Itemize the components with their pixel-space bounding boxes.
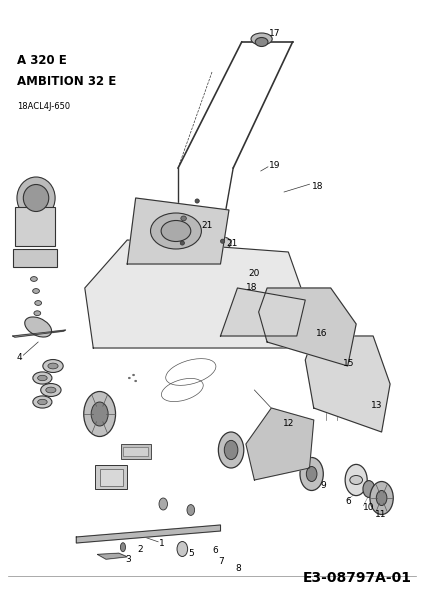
Text: 17: 17 bbox=[269, 28, 281, 37]
Bar bbox=[95, 465, 127, 489]
Ellipse shape bbox=[48, 363, 58, 369]
Text: 19: 19 bbox=[269, 160, 281, 169]
Ellipse shape bbox=[251, 33, 272, 45]
Ellipse shape bbox=[33, 396, 52, 408]
Text: 15: 15 bbox=[343, 358, 355, 367]
Ellipse shape bbox=[350, 475, 363, 485]
Ellipse shape bbox=[195, 199, 199, 203]
Ellipse shape bbox=[38, 376, 47, 380]
Ellipse shape bbox=[135, 380, 137, 382]
Ellipse shape bbox=[120, 542, 126, 552]
Ellipse shape bbox=[306, 467, 317, 481]
Text: E3-08797A-01: E3-08797A-01 bbox=[302, 571, 411, 585]
Polygon shape bbox=[13, 330, 66, 337]
Text: 21: 21 bbox=[201, 220, 213, 229]
Text: 5: 5 bbox=[189, 548, 195, 558]
Ellipse shape bbox=[17, 177, 55, 219]
Text: 18: 18 bbox=[312, 182, 323, 191]
Polygon shape bbox=[246, 408, 314, 480]
Ellipse shape bbox=[181, 216, 186, 221]
Text: 3: 3 bbox=[125, 554, 131, 564]
Ellipse shape bbox=[43, 359, 63, 373]
Polygon shape bbox=[85, 240, 305, 348]
Ellipse shape bbox=[46, 387, 56, 393]
Ellipse shape bbox=[41, 383, 61, 397]
Ellipse shape bbox=[377, 491, 387, 505]
Ellipse shape bbox=[255, 37, 268, 46]
Ellipse shape bbox=[218, 432, 244, 468]
Text: 13: 13 bbox=[371, 401, 382, 409]
Ellipse shape bbox=[220, 239, 225, 244]
Text: 8: 8 bbox=[235, 564, 241, 574]
Text: 16: 16 bbox=[316, 329, 327, 337]
Text: 18: 18 bbox=[246, 283, 257, 292]
Bar bbox=[100, 469, 123, 486]
Ellipse shape bbox=[31, 277, 37, 281]
Ellipse shape bbox=[295, 318, 315, 336]
Ellipse shape bbox=[84, 391, 115, 437]
Polygon shape bbox=[305, 336, 390, 432]
Ellipse shape bbox=[151, 213, 201, 249]
Text: 20: 20 bbox=[248, 269, 259, 277]
Polygon shape bbox=[76, 525, 220, 543]
Text: 18ACL4J-650: 18ACL4J-650 bbox=[17, 102, 70, 111]
Text: 4: 4 bbox=[17, 352, 22, 361]
Ellipse shape bbox=[177, 541, 187, 557]
Ellipse shape bbox=[34, 311, 41, 316]
Polygon shape bbox=[98, 553, 127, 559]
Text: 2: 2 bbox=[138, 545, 143, 553]
Ellipse shape bbox=[128, 377, 131, 379]
Text: 7: 7 bbox=[218, 557, 224, 565]
Ellipse shape bbox=[224, 440, 238, 460]
Ellipse shape bbox=[363, 481, 375, 497]
Ellipse shape bbox=[159, 498, 167, 510]
Polygon shape bbox=[259, 288, 356, 366]
Ellipse shape bbox=[300, 457, 323, 491]
Ellipse shape bbox=[161, 220, 191, 241]
Ellipse shape bbox=[345, 464, 367, 496]
Ellipse shape bbox=[25, 317, 52, 337]
Ellipse shape bbox=[132, 374, 135, 376]
Text: A 320 E: A 320 E bbox=[17, 54, 67, 67]
Ellipse shape bbox=[187, 505, 195, 515]
Ellipse shape bbox=[180, 241, 184, 245]
Text: 1: 1 bbox=[159, 539, 165, 547]
Ellipse shape bbox=[33, 289, 39, 293]
Text: 6: 6 bbox=[346, 497, 351, 505]
Ellipse shape bbox=[35, 301, 42, 305]
Ellipse shape bbox=[23, 185, 49, 211]
Text: 12: 12 bbox=[283, 419, 295, 427]
Text: 21: 21 bbox=[227, 238, 238, 247]
Bar bbox=[13, 249, 57, 267]
Polygon shape bbox=[127, 198, 229, 264]
Text: 11: 11 bbox=[375, 510, 387, 520]
Ellipse shape bbox=[174, 237, 191, 249]
Polygon shape bbox=[220, 288, 305, 336]
Text: 10: 10 bbox=[363, 503, 374, 511]
Ellipse shape bbox=[91, 402, 108, 426]
Ellipse shape bbox=[370, 481, 393, 514]
Text: AMBITION 32 E: AMBITION 32 E bbox=[17, 75, 116, 88]
Ellipse shape bbox=[33, 372, 52, 384]
Bar bbox=[15, 207, 55, 246]
Ellipse shape bbox=[38, 400, 47, 404]
Text: 9: 9 bbox=[320, 481, 326, 491]
Bar bbox=[123, 447, 148, 456]
Ellipse shape bbox=[214, 237, 231, 249]
Text: 6: 6 bbox=[212, 546, 218, 554]
Bar bbox=[121, 444, 151, 459]
